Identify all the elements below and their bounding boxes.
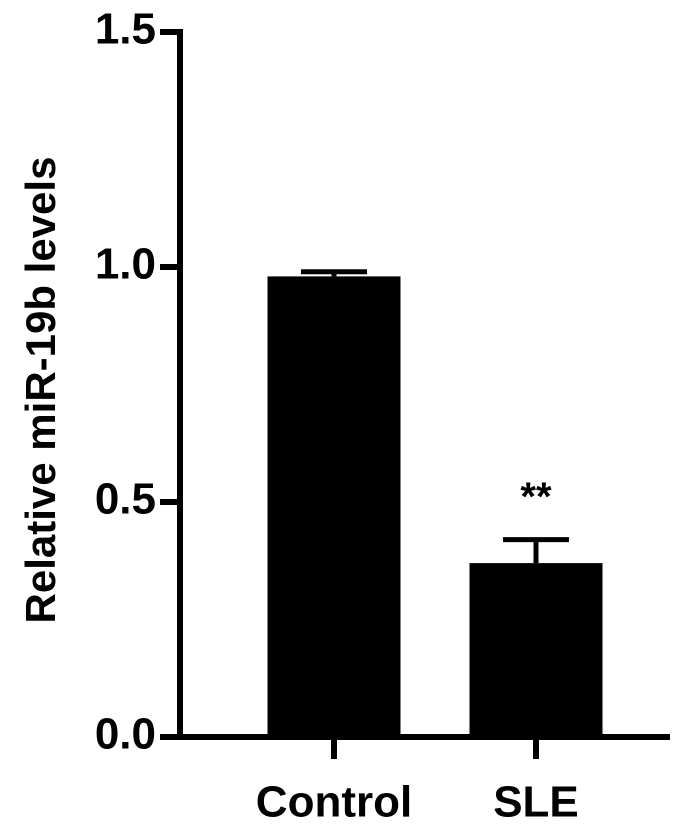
- y-tick-label: 1.5: [95, 5, 156, 54]
- annotation: **: [520, 475, 552, 519]
- y-tick-label: 0.0: [95, 710, 156, 759]
- bar: [267, 276, 401, 737]
- x-tick-label: SLE: [493, 778, 579, 827]
- y-axis-label: Relative miR-19b levels: [17, 157, 64, 624]
- y-tick-label: 1.0: [95, 240, 156, 289]
- y-tick-label: 0.5: [95, 475, 156, 524]
- x-tick-label: Control: [256, 778, 412, 827]
- bar: [469, 563, 603, 737]
